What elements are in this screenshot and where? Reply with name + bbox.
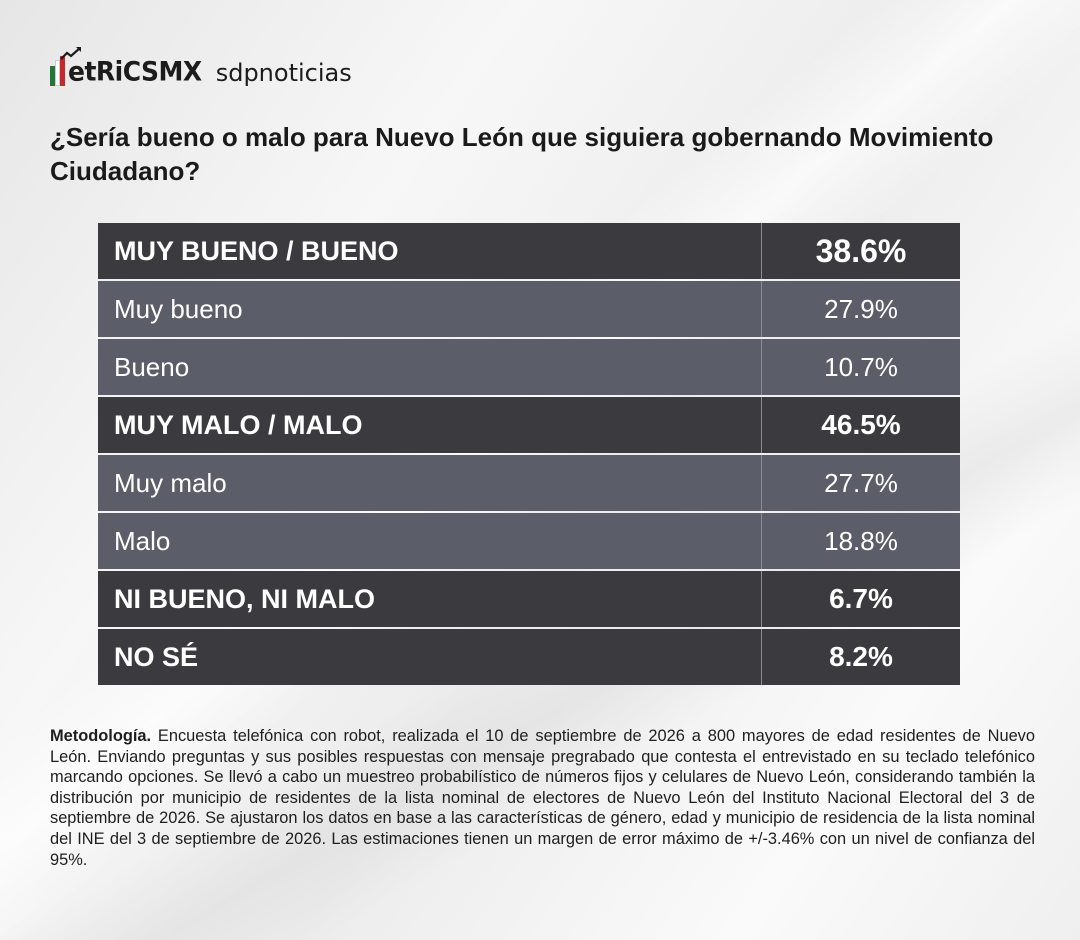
row-label: NO SÉ: [98, 629, 762, 685]
row-value: 8.2%: [829, 641, 893, 672]
logo-row: etRiCSMX sdpnoticias: [50, 46, 352, 86]
methodology-note: Metodología. Encuesta telefónica con rob…: [50, 726, 1035, 870]
row-label: MUY BUENO / BUENO: [98, 223, 762, 279]
table-row: NI BUENO, NI MALO 6.7%: [98, 571, 960, 627]
row-label: Muy malo: [98, 455, 762, 511]
flag-bars-icon: [50, 52, 65, 86]
chart-arrow-icon: [60, 47, 81, 60]
row-value: 46.5%: [821, 409, 901, 440]
row-value: 6.7%: [829, 583, 893, 614]
row-value: 38.6%: [815, 232, 907, 269]
row-label: Malo: [98, 513, 762, 569]
sdpnoticias-logo: sdpnoticias: [215, 59, 352, 87]
row-value: 18.8%: [824, 525, 898, 556]
results-table: MUY BUENO / BUENO 38.6% Muy bueno 27.9% Buen…: [98, 223, 960, 685]
row-label: Bueno: [98, 339, 762, 395]
metricsmx-logo-text: etRiCSMX: [68, 55, 202, 88]
table-row: MUY BUENO / BUENO 38.6%: [98, 223, 960, 279]
table-row: Muy bueno 27.9%: [98, 281, 960, 337]
table-row: Muy malo 27.7%: [98, 455, 960, 511]
row-label: NI BUENO, NI MALO: [98, 571, 762, 627]
row-value: 10.7%: [824, 351, 898, 382]
metricsmx-logo: etRiCSMX: [50, 46, 202, 86]
table-row: NO SÉ 8.2%: [98, 629, 960, 685]
question-title: ¿Sería bueno o malo para Nuevo León que …: [50, 122, 994, 186]
methodology-heading: Metodología.: [50, 727, 152, 745]
row-value: 27.9%: [824, 293, 898, 324]
table-row: MUY MALO / MALO 46.5%: [98, 397, 960, 453]
table-row: Malo 18.8%: [98, 513, 960, 569]
row-label: MUY MALO / MALO: [98, 397, 762, 453]
table-row: Bueno 10.7%: [98, 339, 960, 395]
methodology-text: Encuesta telefónica con robot, realizada…: [50, 727, 1035, 869]
row-value: 27.7%: [824, 467, 898, 498]
row-label: Muy bueno: [98, 281, 762, 337]
